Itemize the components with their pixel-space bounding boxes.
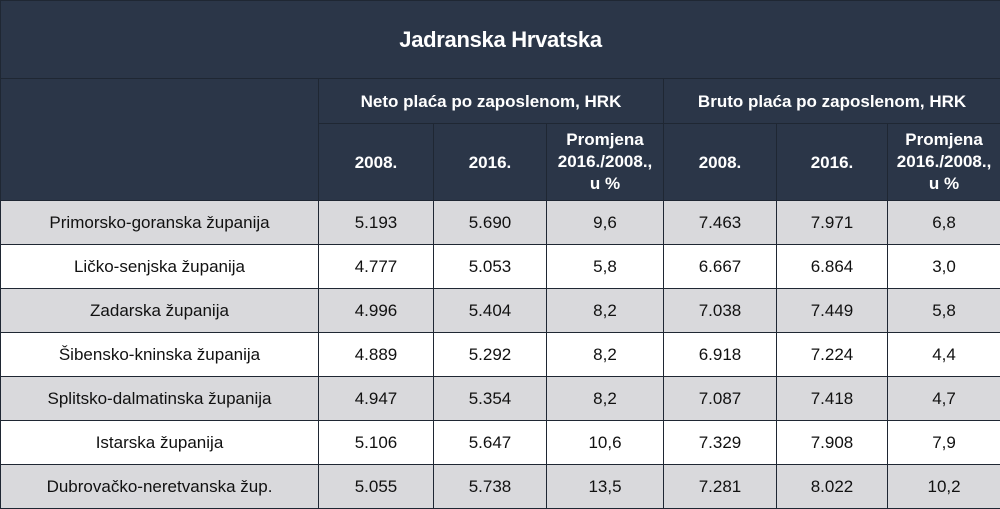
table-row: Istarska županija 5.106 5.647 10,6 7.329… — [1, 421, 1000, 465]
bruto-2008-header: 2008. — [664, 124, 777, 201]
bruto-2016-value: 8.022 — [777, 465, 888, 509]
neto-2008-value: 5.193 — [319, 201, 434, 245]
neto-change-value: 8,2 — [547, 377, 664, 421]
region-header-cell — [1, 79, 319, 201]
table-row: Primorsko-goranska županija 5.193 5.690 … — [1, 201, 1000, 245]
bruto-2008-value: 6.918 — [664, 333, 777, 377]
neto-2016-value: 5.053 — [434, 245, 547, 289]
region-name: Šibensko-kninska županija — [1, 333, 319, 377]
bruto-2008-value: 7.087 — [664, 377, 777, 421]
bruto-change-value: 6,8 — [888, 201, 1000, 245]
neto-2008-value: 4.777 — [319, 245, 434, 289]
bruto-change-value: 4,4 — [888, 333, 1000, 377]
region-name: Istarska županija — [1, 421, 319, 465]
bruto-change-value: 7,9 — [888, 421, 1000, 465]
region-name: Primorsko-goranska županija — [1, 201, 319, 245]
table-header: Jadranska Hrvatska Neto plaća po zaposle… — [1, 1, 1000, 201]
bruto-2008-value: 7.281 — [664, 465, 777, 509]
change-header-line3: u % — [929, 174, 959, 193]
neto-2008-value: 5.055 — [319, 465, 434, 509]
neto-2016-value: 5.404 — [434, 289, 547, 333]
bruto-2016-value: 7.908 — [777, 421, 888, 465]
neto-2008-value: 4.889 — [319, 333, 434, 377]
bruto-2016-value: 7.971 — [777, 201, 888, 245]
neto-change-value: 5,8 — [547, 245, 664, 289]
change-header-line2: 2016./2008., — [897, 152, 992, 171]
bruto-2016-header: 2016. — [777, 124, 888, 201]
bruto-2008-value: 7.038 — [664, 289, 777, 333]
table-title: Jadranska Hrvatska — [1, 1, 1000, 79]
neto-2008-value: 5.106 — [319, 421, 434, 465]
bruto-2016-value: 7.224 — [777, 333, 888, 377]
neto-change-value: 10,6 — [547, 421, 664, 465]
bruto-2008-value: 7.329 — [664, 421, 777, 465]
neto-change-value: 9,6 — [547, 201, 664, 245]
change-header-line2: 2016./2008., — [558, 152, 653, 171]
change-header-line3: u % — [590, 174, 620, 193]
bruto-change-header: Promjena 2016./2008., u % — [888, 124, 1000, 201]
table-row: Šibensko-kninska županija 4.889 5.292 8,… — [1, 333, 1000, 377]
neto-2008-value: 4.947 — [319, 377, 434, 421]
bruto-change-value: 5,8 — [888, 289, 1000, 333]
neto-2016-value: 5.354 — [434, 377, 547, 421]
bruto-group-header: Bruto plaća po zaposlenom, HRK — [664, 79, 1000, 124]
bruto-change-value: 4,7 — [888, 377, 1000, 421]
region-name: Dubrovačko-neretvanska žup. — [1, 465, 319, 509]
table-body: Primorsko-goranska županija 5.193 5.690 … — [1, 201, 1000, 509]
bruto-2008-value: 7.463 — [664, 201, 777, 245]
group-header-row: Neto plaća po zaposlenom, HRK Bruto plać… — [1, 79, 1000, 124]
neto-group-header: Neto plaća po zaposlenom, HRK — [319, 79, 664, 124]
bruto-2008-value: 6.667 — [664, 245, 777, 289]
neto-change-value: 8,2 — [547, 333, 664, 377]
neto-change-value: 8,2 — [547, 289, 664, 333]
region-name: Splitsko-dalmatinska županija — [1, 377, 319, 421]
table-row: Splitsko-dalmatinska županija 4.947 5.35… — [1, 377, 1000, 421]
neto-change-header: Promjena 2016./2008., u % — [547, 124, 664, 201]
title-row: Jadranska Hrvatska — [1, 1, 1000, 79]
neto-2016-value: 5.690 — [434, 201, 547, 245]
neto-2016-value: 5.292 — [434, 333, 547, 377]
region-name: Ličko-senjska županija — [1, 245, 319, 289]
neto-change-value: 13,5 — [547, 465, 664, 509]
bruto-change-value: 3,0 — [888, 245, 1000, 289]
change-header-line1: Promjena — [566, 130, 643, 149]
table-row: Ličko-senjska županija 4.777 5.053 5,8 6… — [1, 245, 1000, 289]
neto-2008-value: 4.996 — [319, 289, 434, 333]
table-row: Dubrovačko-neretvanska žup. 5.055 5.738 … — [1, 465, 1000, 509]
table-row: Zadarska županija 4.996 5.404 8,2 7.038 … — [1, 289, 1000, 333]
change-header-line1: Promjena — [905, 130, 982, 149]
neto-2016-value: 5.647 — [434, 421, 547, 465]
neto-2016-value: 5.738 — [434, 465, 547, 509]
bruto-2016-value: 7.449 — [777, 289, 888, 333]
region-name: Zadarska županija — [1, 289, 319, 333]
neto-2008-header: 2008. — [319, 124, 434, 201]
bruto-2016-value: 6.864 — [777, 245, 888, 289]
bruto-change-value: 10,2 — [888, 465, 1000, 509]
neto-2016-header: 2016. — [434, 124, 547, 201]
bruto-2016-value: 7.418 — [777, 377, 888, 421]
